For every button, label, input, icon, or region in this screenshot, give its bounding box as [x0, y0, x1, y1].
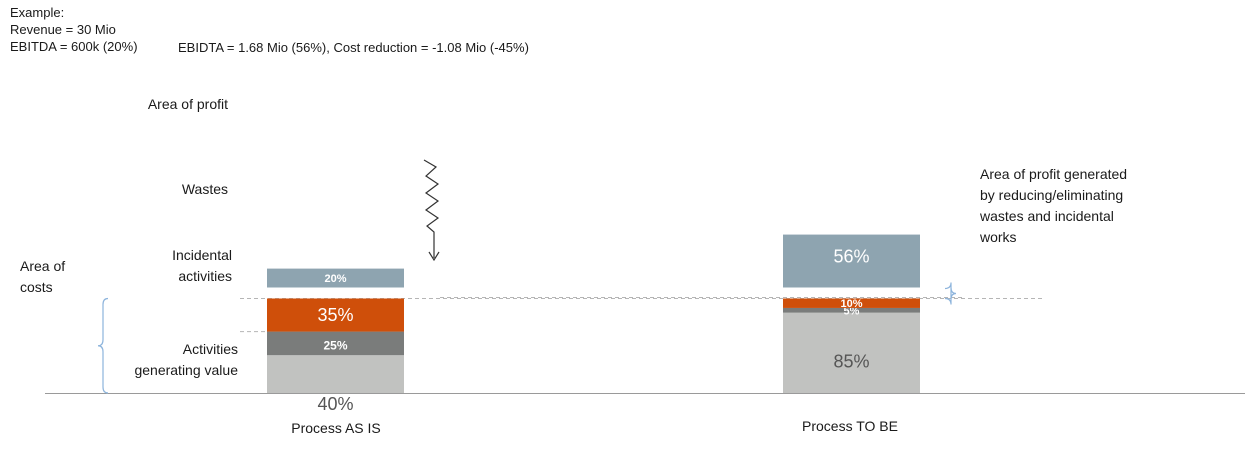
bar-label-asis-incidental: 25%	[323, 338, 347, 352]
bar-tobe-incidental	[783, 307, 920, 313]
bar-label-tobe-profit: 56%	[833, 247, 869, 267]
bar-tobe-profit	[783, 234, 920, 288]
bar-label-asis-profit: 20%	[324, 273, 346, 285]
category-value-label: Activities generating value	[134, 341, 238, 378]
example-label: Example:	[10, 5, 65, 20]
x-label-asis: Process AS IS	[291, 420, 381, 436]
revenue-text: Revenue = 30 Mio	[10, 22, 116, 37]
bar-tobe-value	[783, 312, 920, 393]
arrow-head-icon	[428, 251, 440, 262]
category-profit-label: Area of profit	[147, 96, 228, 112]
bar-asis-incidental	[267, 331, 404, 356]
bar-asis-wastes	[267, 298, 404, 332]
category-wastes-label: Wastes	[181, 181, 228, 197]
bar-label-tobe-incidental: 5%	[844, 305, 860, 317]
ebitda-tobe-text: EBIDTA = 1.68 Mio (56%), Cost reduction …	[178, 40, 529, 55]
area-of-costs-label: Area of costs	[20, 258, 66, 295]
category-incidental-label: Incidental activities	[172, 247, 232, 284]
bar-label-tobe-value: 85%	[833, 352, 869, 372]
bar-asis-value	[267, 355, 404, 393]
reduction-arrow	[423, 159, 440, 258]
bar-tobe-wastes	[783, 298, 920, 308]
ebitda-asis-text: EBITDA = 600k (20%)	[10, 39, 138, 54]
bar-label-tobe-wastes: 10%	[840, 298, 862, 310]
bar-asis-profit	[267, 268, 404, 288]
x-label-tobe: Process TO BE	[802, 418, 898, 434]
costs-bracket	[97, 297, 109, 394]
bar-label-asis-wastes: 35%	[317, 305, 353, 325]
profit-bracket	[944, 282, 957, 305]
bar-label-asis-value: 40%	[317, 394, 353, 414]
profit-generated-label: Area of profit generated by reducing/eli…	[980, 166, 1128, 245]
